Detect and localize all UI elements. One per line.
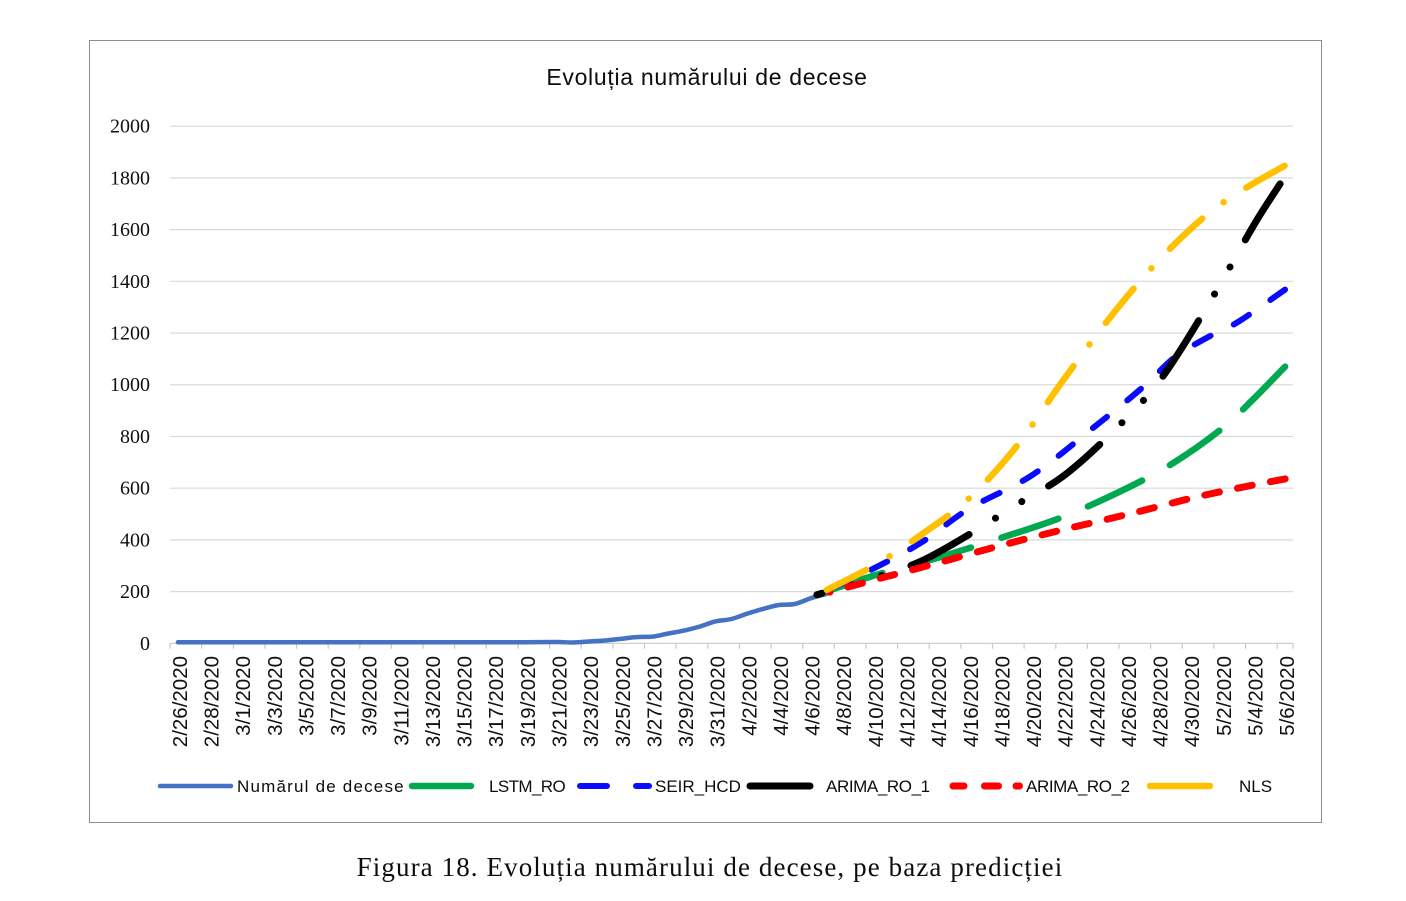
svg-text:4/10/2020: 4/10/2020 <box>865 656 888 747</box>
svg-text:3/13/2020: 3/13/2020 <box>422 656 445 747</box>
svg-text:0: 0 <box>140 633 150 655</box>
svg-text:4/22/2020: 4/22/2020 <box>1055 656 1078 747</box>
svg-text:ARIMA_RO_1: ARIMA_RO_1 <box>826 777 930 796</box>
svg-text:4/30/2020: 4/30/2020 <box>1181 656 1204 747</box>
svg-text:4/18/2020: 4/18/2020 <box>991 656 1014 747</box>
svg-text:3/29/2020: 3/29/2020 <box>675 656 698 747</box>
svg-text:3/7/2020: 3/7/2020 <box>327 656 350 736</box>
svg-text:4/2/2020: 4/2/2020 <box>738 656 761 736</box>
svg-text:3/19/2020: 3/19/2020 <box>517 656 540 747</box>
svg-text:2/28/2020: 2/28/2020 <box>201 656 224 747</box>
svg-text:4/20/2020: 4/20/2020 <box>1023 656 1046 747</box>
svg-text:1000: 1000 <box>110 374 150 396</box>
svg-text:Numărul de decese: Numărul de decese <box>237 777 405 796</box>
svg-text:4/6/2020: 4/6/2020 <box>802 656 825 736</box>
svg-text:600: 600 <box>120 478 150 500</box>
svg-text:1800: 1800 <box>110 167 150 189</box>
svg-text:800: 800 <box>120 426 150 448</box>
svg-text:LSTM_RO: LSTM_RO <box>489 777 565 796</box>
svg-text:4/4/2020: 4/4/2020 <box>770 656 793 736</box>
svg-text:3/25/2020: 3/25/2020 <box>612 656 635 747</box>
svg-text:Figura 18. Evoluția numărului: Figura 18. Evoluția numărului de decese,… <box>357 852 1064 882</box>
svg-text:3/23/2020: 3/23/2020 <box>580 656 603 747</box>
svg-text:200: 200 <box>120 581 150 603</box>
svg-text:5/4/2020: 5/4/2020 <box>1245 656 1268 736</box>
svg-text:3/27/2020: 3/27/2020 <box>643 656 666 747</box>
svg-text:4/28/2020: 4/28/2020 <box>1150 656 1173 747</box>
svg-text:4/26/2020: 4/26/2020 <box>1118 656 1141 747</box>
svg-text:3/9/2020: 3/9/2020 <box>359 656 382 736</box>
svg-text:4/12/2020: 4/12/2020 <box>897 656 920 747</box>
svg-text:3/11/2020: 3/11/2020 <box>390 656 413 746</box>
svg-text:4/24/2020: 4/24/2020 <box>1086 656 1109 747</box>
svg-text:3/31/2020: 3/31/2020 <box>707 656 730 747</box>
svg-text:1400: 1400 <box>110 271 150 293</box>
svg-text:2/26/2020: 2/26/2020 <box>169 656 192 747</box>
svg-text:5/2/2020: 5/2/2020 <box>1213 656 1236 736</box>
svg-text:ARIMA_RO_2: ARIMA_RO_2 <box>1026 777 1130 796</box>
svg-text:3/3/2020: 3/3/2020 <box>264 656 287 736</box>
svg-text:3/5/2020: 3/5/2020 <box>295 656 318 736</box>
svg-text:3/21/2020: 3/21/2020 <box>549 656 572 747</box>
svg-text:1200: 1200 <box>110 323 150 345</box>
svg-text:2000: 2000 <box>110 116 150 138</box>
svg-text:NLS: NLS <box>1239 777 1272 796</box>
svg-text:3/15/2020: 3/15/2020 <box>454 656 477 747</box>
svg-text:5/6/2020: 5/6/2020 <box>1276 656 1299 736</box>
svg-text:400: 400 <box>120 529 150 551</box>
svg-text:3/1/2020: 3/1/2020 <box>232 656 255 736</box>
svg-text:4/8/2020: 4/8/2020 <box>833 656 856 736</box>
svg-text:Evoluția numărului de decese: Evoluția numărului de decese <box>546 64 867 90</box>
svg-text:3/17/2020: 3/17/2020 <box>485 656 508 747</box>
svg-text:SEIR_HCD: SEIR_HCD <box>655 777 741 796</box>
svg-text:4/16/2020: 4/16/2020 <box>960 656 983 747</box>
svg-text:4/14/2020: 4/14/2020 <box>928 656 951 747</box>
svg-text:1600: 1600 <box>110 219 150 241</box>
